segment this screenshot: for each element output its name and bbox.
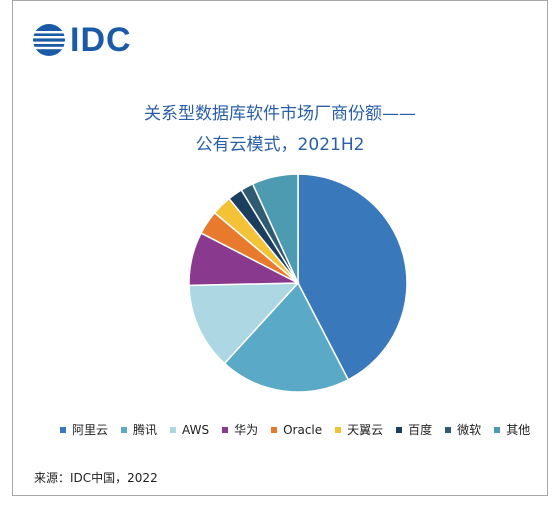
pie-slice-8 — [251, 173, 299, 284]
legend-item-7: 微软 — [445, 421, 481, 438]
legend-item-5: 天翼云 — [335, 421, 383, 438]
logo-text: IDC — [70, 20, 132, 59]
source-note: 来源：IDC中国，2022 — [34, 471, 158, 485]
legend-label: 其他 — [506, 423, 531, 437]
legend-item-2: AWS — [170, 423, 209, 437]
legend-swatch — [60, 426, 66, 433]
legend-item-1: 腾讯 — [121, 421, 157, 438]
legend-item-0: 阿里云 — [60, 421, 108, 438]
chart-title-line-2: 公有云模式，2021H2 — [195, 135, 365, 155]
legend-item-8: 其他 — [494, 421, 530, 438]
pie-slice-2 — [188, 282, 300, 365]
legend-swatch — [170, 426, 177, 433]
legend-item-4: Oracle — [271, 423, 322, 437]
legend-swatch — [445, 426, 452, 433]
legend-label: 微软 — [457, 423, 482, 437]
legend-swatch — [121, 426, 128, 433]
legend-label: 阿里云 — [72, 423, 109, 437]
legend-label: AWS — [182, 422, 210, 437]
legend-swatch — [494, 426, 501, 433]
pie-slice-0 — [297, 173, 408, 381]
idc-logo: IDC — [32, 20, 132, 60]
chart-title-line-1: 关系型数据库软件市场厂商份额—— — [144, 104, 416, 124]
pie-slice-1 — [223, 281, 350, 393]
pie-chart — [188, 173, 408, 393]
legend-label: 腾讯 — [133, 423, 158, 437]
legend-swatch — [271, 426, 278, 433]
globe-icon — [32, 24, 66, 56]
legend-label: Oracle — [283, 422, 323, 437]
legend-label: 天翼云 — [347, 423, 384, 437]
legend-item-3: 华为 — [222, 421, 258, 438]
legend-label: 百度 — [408, 423, 433, 437]
legend-swatch — [222, 426, 229, 433]
chart-legend: 阿里云 腾讯 AWS 华为 Oracle 天翼云 百度 微软 其他 — [60, 421, 543, 438]
legend-swatch — [396, 426, 403, 433]
legend-swatch — [335, 426, 342, 433]
legend-label: 华为 — [234, 423, 259, 437]
legend-item-6: 百度 — [396, 421, 432, 438]
